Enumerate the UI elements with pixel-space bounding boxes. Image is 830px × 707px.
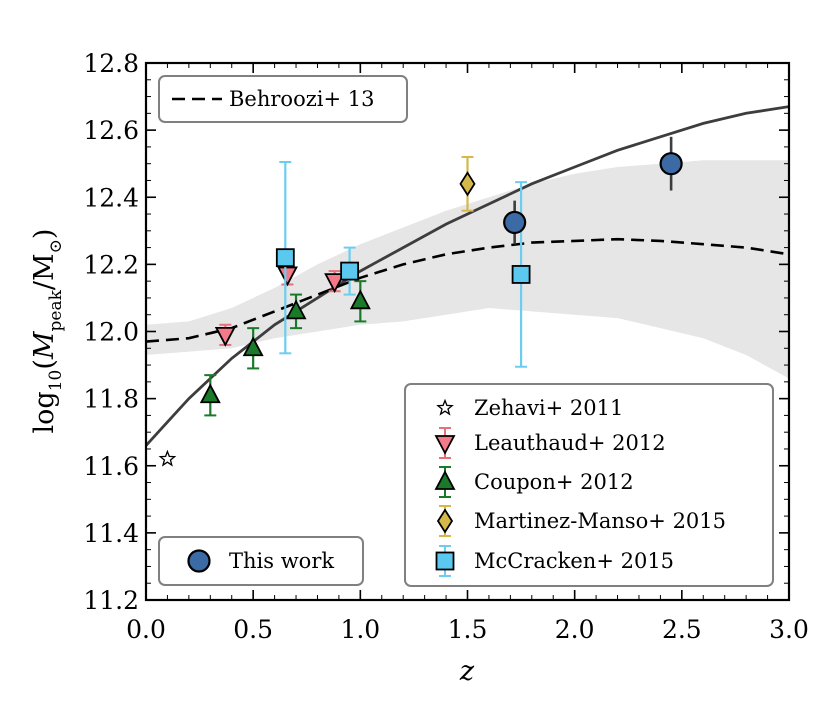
- fit-solid-curve: [146, 105, 789, 447]
- this-work-point-2: [659, 152, 683, 176]
- legend-coupon-2012-marker: [434, 470, 456, 490]
- x-tick-label-4: 2.0: [555, 615, 595, 644]
- legend-literature-frame: [404, 383, 774, 587]
- x-axis-label: z: [459, 656, 475, 687]
- legend-martinez-manso-2015-marker: [436, 508, 454, 534]
- y-tick-label-5: 12.2: [83, 250, 139, 279]
- x-tick-label-0: 0.0: [126, 615, 166, 644]
- y-tick-label-4: 12.0: [83, 318, 139, 347]
- y-tick-label-3: 11.8: [83, 385, 139, 414]
- coupon-2012-point-4: [349, 289, 371, 310]
- zehavi-2011-point-1: [158, 449, 177, 467]
- legend-label-zehavi: Zehavi+ 2011: [474, 396, 623, 420]
- legend-mccracken-2015-marker: [435, 551, 455, 571]
- behroozi-dashed-curve: [146, 237, 789, 343]
- legend-this-work-label: This work: [229, 549, 334, 573]
- y-tick-label-8: 12.8: [83, 49, 139, 78]
- plot-area: [146, 105, 789, 447]
- y-tick-label-1: 11.4: [83, 519, 139, 548]
- martinez-manso-2015-point-1: [459, 171, 476, 197]
- y-tick-label-0: 11.2: [83, 586, 139, 615]
- coupon-2012-point-2: [242, 336, 264, 357]
- mccracken-2015-point-3: [511, 265, 531, 284]
- legend-leauthaud-2012-marker: [434, 435, 456, 455]
- mccracken-2015-point-1: [275, 248, 295, 268]
- leauthaud-2012-point-3: [324, 273, 346, 294]
- coupon-2012-point-1: [199, 383, 221, 404]
- legend-this-work-frame: [158, 536, 364, 586]
- x-tick-label-5: 2.5: [662, 615, 702, 644]
- leauthaud-2012-point-1: [214, 326, 236, 347]
- legend-behroozi: Behroozi+ 13: [158, 75, 408, 123]
- leauthaud-2012-point-2: [276, 266, 298, 287]
- y-axis-label: log10(Mpeak/M⊙): [29, 229, 66, 434]
- x-tick-label-3: 1.5: [448, 615, 488, 644]
- legend-this-work: This work: [158, 536, 364, 586]
- this-work-point-1: [503, 210, 527, 235]
- legend-zehavi-2011-marker: [436, 398, 454, 416]
- y-tick-label-7: 12.6: [83, 116, 139, 145]
- mccracken-2015-point-2: [340, 261, 360, 281]
- legend-behroozi-label: Behroozi+ 13: [229, 87, 374, 111]
- coupon-2012-point-3: [285, 299, 307, 320]
- legend-literature: Zehavi+ 2011 Leauthaud+ 2012 Coupon+ 201…: [404, 383, 774, 587]
- legend-label-martinez-manso: Martinez-Manso+ 2015: [474, 509, 726, 533]
- legend-label-coupon: Coupon+ 2012: [474, 470, 634, 494]
- legend-label-mccracken: McCracken+ 2015: [474, 549, 674, 573]
- x-tick-label-6: 3.0: [769, 615, 809, 644]
- axis-ticks: 0.0 0.5 1.0 1.5 2.0 2.5 3.0 11.2 11.4 11.6 11.8 12.…: [83, 49, 809, 644]
- legend-label-leauthaud: Leauthaud+ 2012: [474, 431, 666, 455]
- y-tick-label-2: 11.6: [83, 452, 139, 481]
- y-tick-label-6: 12.4: [83, 183, 139, 212]
- uncertainty-band: [146, 160, 789, 379]
- x-tick-label-1: 0.5: [233, 615, 273, 644]
- x-tick-label-2: 1.0: [340, 615, 380, 644]
- svg-text:log10(Mpeak/M⊙): log10(Mpeak/M⊙): [29, 229, 66, 434]
- data-marks: [158, 136, 683, 467]
- legend-behroozi-frame: [158, 75, 408, 123]
- legend-this-work-circle-marker: [187, 549, 211, 573]
